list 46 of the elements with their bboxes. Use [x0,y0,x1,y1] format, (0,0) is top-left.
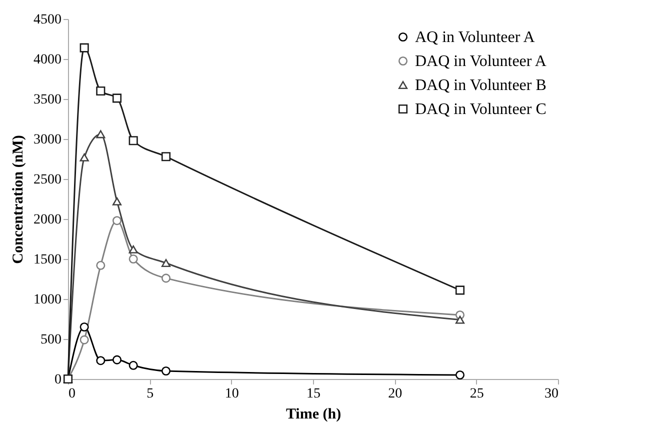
point [96,86,106,96]
y-tick-label: 3500 [34,92,62,108]
point [128,136,138,146]
x-tick-label: 20 [388,386,402,402]
point [455,286,465,295]
legend-label: DAQ in Volunteer B [415,77,546,94]
y-tick-label: 500 [40,332,62,348]
y-tick-label: 4500 [34,12,62,28]
x-tick-label: 5 [146,386,154,402]
point [455,316,465,324]
y-tick-label: 0 [54,372,62,388]
point [161,152,171,162]
point [112,197,122,206]
x-tick-label: 0 [68,386,76,402]
y-tick-label: 2000 [34,212,62,228]
x-tick-label: 15 [306,386,320,402]
y-tick-label: 4000 [34,52,62,68]
point [128,245,138,254]
x-tick-label: 30 [544,386,558,402]
legend-label: DAQ in Volunteer A [415,53,547,70]
x-tick-label: 25 [470,386,484,402]
point [96,130,106,138]
point [80,153,89,162]
point [128,254,138,264]
point [112,94,122,103]
point [112,355,122,364]
y-tick-label: 1000 [34,292,62,308]
point [80,43,89,52]
point [161,366,171,376]
point [161,274,171,283]
y-tick-label: 3000 [34,132,62,148]
point [128,360,138,370]
y-tick-label: 2500 [34,172,62,188]
point [112,216,122,226]
x-axis-title: Time (h) [286,406,342,422]
point [96,356,106,366]
y-axis-title: Concentration (nM) [10,135,26,264]
point [96,260,106,270]
legend-label: AQ in Volunteer A [415,29,536,46]
point [80,335,89,344]
point [455,370,465,380]
legend-label: DAQ in Volunteer C [415,101,546,118]
x-tick-label: 10 [224,386,239,402]
y-tick-label: 1500 [34,252,62,268]
point [161,258,171,268]
point [80,322,89,332]
